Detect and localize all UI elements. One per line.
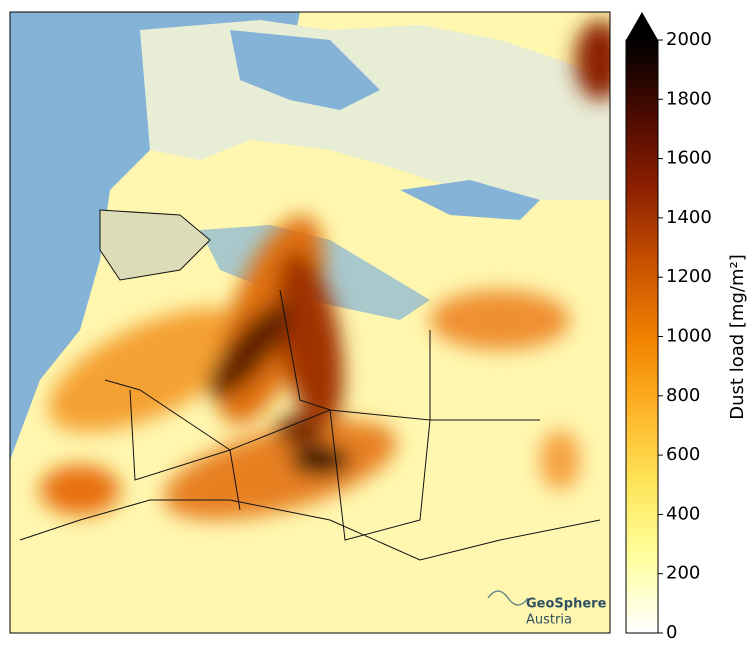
colorbar-tick-label: 800 (666, 385, 700, 406)
colorbar-tick-label: 600 (666, 444, 700, 465)
colorbar-tick-label: 1200 (666, 266, 712, 287)
atlantic (10, 12, 300, 460)
map (10, 12, 610, 633)
map-frame (9, 11, 611, 634)
borders (19, 209, 601, 561)
north-sea (230, 30, 380, 110)
iberia (100, 210, 210, 280)
colorbar-tick-label: 1600 (666, 148, 712, 169)
logo-name: GeoSphere (526, 597, 607, 612)
black-sea (400, 180, 540, 220)
colorbar-tick-label: 1800 (666, 88, 712, 109)
logo-sub: Austria (526, 613, 572, 628)
dust-plumes (40, 20, 610, 520)
colorbar-tick-label: 200 (666, 563, 700, 584)
colorbar-tick-label: 400 (666, 503, 700, 524)
logo-mark (487, 590, 529, 606)
colorbar-label: Dust load [mg/m²] (727, 254, 748, 419)
colorbar-fill (626, 40, 658, 633)
colorbar-tick-label: 0 (666, 622, 677, 643)
colorbar: 0 200 400 600 800 1000 1200 1400 1600 1800 2000 (625, 12, 712, 643)
colorbar-tick-label: 2000 (666, 29, 712, 50)
colorbar-tick-label: 1400 (666, 207, 712, 228)
colorbar-tick-label: 1000 (666, 326, 712, 347)
logo: GeoSphere Austria (487, 590, 607, 628)
colorbar-extend (626, 12, 658, 40)
